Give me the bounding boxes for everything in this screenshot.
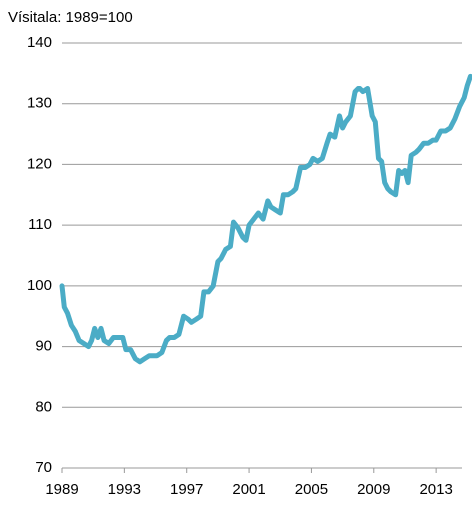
x-tick-label: 2001 bbox=[232, 481, 265, 498]
y-tick-label: 110 bbox=[28, 216, 52, 233]
chart-title: Vísitala: 1989=100 bbox=[8, 9, 133, 26]
y-tick-label: 80 bbox=[35, 398, 52, 415]
line-series bbox=[59, 73, 472, 365]
y-tick-label: 140 bbox=[27, 34, 52, 51]
y-tick-label: 100 bbox=[27, 277, 52, 294]
y-tick-label: 120 bbox=[27, 155, 52, 172]
x-tick-label: 1989 bbox=[45, 481, 78, 498]
y-tick-label: 90 bbox=[35, 338, 52, 355]
y-tick-label: 130 bbox=[27, 95, 52, 112]
x-tick-label: 1997 bbox=[170, 481, 203, 498]
x-tick-label: 2013 bbox=[419, 481, 452, 498]
x-tick-label: 2005 bbox=[295, 481, 328, 498]
x-tick-label: 1993 bbox=[108, 481, 141, 498]
y-tick-label: 70 bbox=[35, 459, 52, 476]
x-tick-label: 2009 bbox=[357, 481, 390, 498]
